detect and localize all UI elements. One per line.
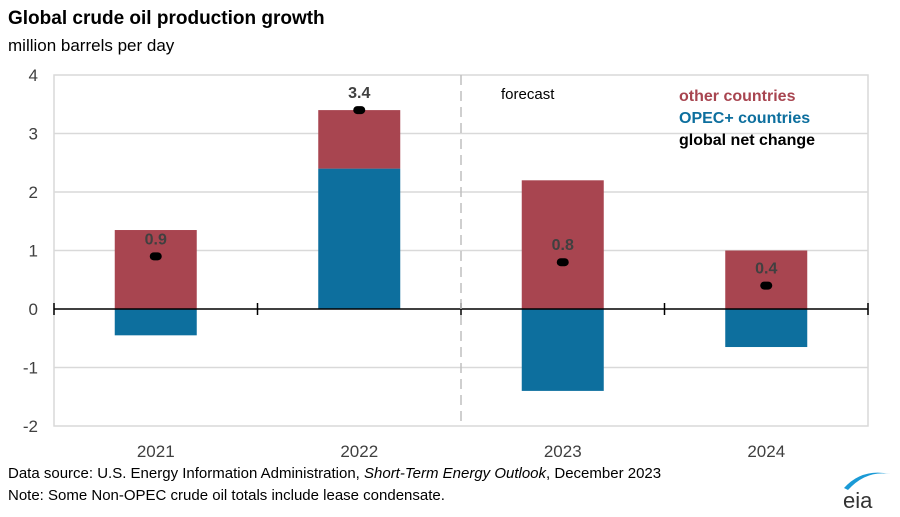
y-tick-label: 1 bbox=[29, 242, 38, 261]
footnote: Note: Some Non-OPEC crude oil totals inc… bbox=[8, 487, 445, 504]
net-change-label-2024: 0.4 bbox=[755, 261, 777, 278]
forecast-divider: forecast bbox=[460, 75, 555, 426]
eia-logo: eia bbox=[843, 472, 890, 512]
bar-opec-countries-2024 bbox=[725, 309, 808, 348]
chart-subtitle: million barrels per day bbox=[8, 36, 175, 55]
net-change-label-2021: 0.9 bbox=[145, 231, 167, 248]
legend-entry-opec-countries: OPEC+ countries bbox=[679, 110, 810, 127]
net-change-label-2022: 3.4 bbox=[348, 85, 370, 102]
data-source-note: Data source: U.S. Energy Information Adm… bbox=[8, 465, 661, 482]
net-change-marker-2021 bbox=[149, 252, 162, 261]
net-change-marker-2023 bbox=[556, 258, 569, 267]
net-change-markers: 0.9 3.4 0.8 0.4 bbox=[145, 85, 777, 290]
eia-logo-text: eia bbox=[843, 488, 873, 512]
eia-logo-arc-icon bbox=[844, 472, 890, 490]
bar-opec-countries-2022 bbox=[318, 168, 401, 309]
y-tick-label: 4 bbox=[29, 66, 38, 85]
forecast-label: forecast bbox=[501, 86, 555, 103]
net-change-marker-2022 bbox=[353, 106, 366, 115]
bar-other-countries-2022 bbox=[318, 110, 401, 169]
x-tick-label: 2022 bbox=[340, 442, 378, 461]
data-source-prefix: Data source: U.S. Energy Information Adm… bbox=[8, 465, 364, 482]
x-axis-labels: 2021 2022 2023 2024 bbox=[137, 442, 785, 461]
y-tick-label: 0 bbox=[29, 300, 38, 319]
y-tick-label: -2 bbox=[23, 417, 38, 436]
net-change-marker-2024 bbox=[760, 281, 773, 290]
bar-other-countries-2021 bbox=[114, 230, 197, 309]
bars bbox=[114, 110, 808, 391]
x-tick-label: 2021 bbox=[137, 442, 175, 461]
chart-title: Global crude oil production growth bbox=[8, 8, 325, 29]
y-tick-label: 3 bbox=[29, 125, 38, 144]
legend: other countries OPEC+ countries global n… bbox=[679, 88, 815, 149]
x-tick-label: 2023 bbox=[544, 442, 582, 461]
bar-other-countries-2024 bbox=[725, 250, 808, 309]
legend-entry-global-net-change: global net change bbox=[679, 132, 815, 149]
data-source-publication: Short-Term Energy Outlook bbox=[364, 465, 547, 482]
net-change-label-2023: 0.8 bbox=[552, 237, 574, 254]
bar-other-countries-2023 bbox=[521, 180, 604, 309]
bar-opec-countries-2021 bbox=[114, 309, 197, 336]
y-tick-label: -1 bbox=[23, 359, 38, 378]
legend-entry-other-countries: other countries bbox=[679, 88, 796, 105]
y-tick-label: 2 bbox=[29, 183, 38, 202]
x-tick-label: 2024 bbox=[747, 442, 785, 461]
y-axis-ticks: -2 -1 0 1 2 3 4 bbox=[23, 66, 38, 436]
data-source-suffix: , December 2023 bbox=[546, 465, 662, 482]
bar-opec-countries-2023 bbox=[521, 309, 604, 391]
